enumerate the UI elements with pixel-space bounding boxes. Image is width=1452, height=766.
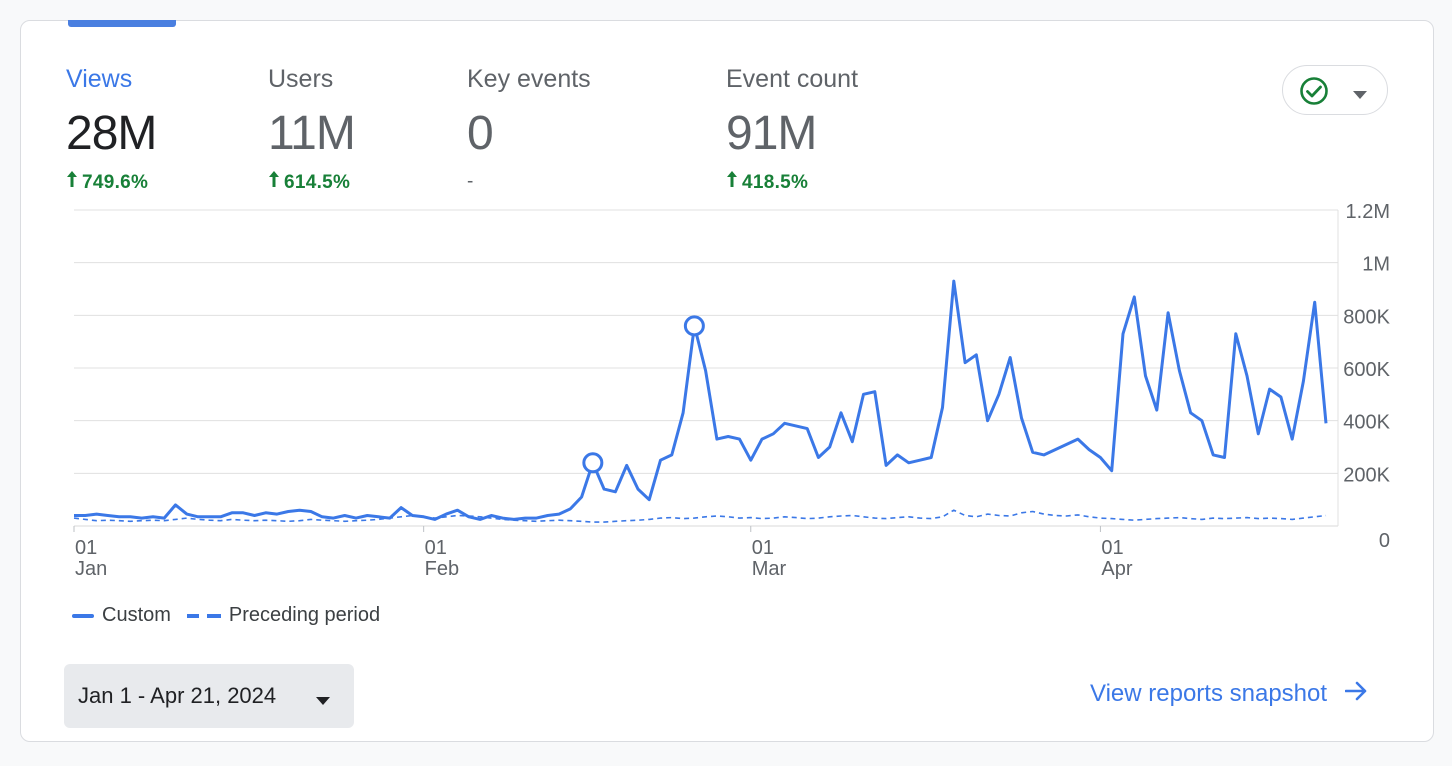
series-line-custom xyxy=(74,279,1328,521)
x-tick-day: 01 xyxy=(75,537,97,559)
metric-value: 11M xyxy=(268,107,356,160)
legend-swatch-dashed xyxy=(186,613,221,618)
metric-change: 614.5% xyxy=(268,170,355,195)
y-tick-label: 600K xyxy=(1343,359,1390,381)
y-tick-label: 400K xyxy=(1343,412,1390,434)
caret-down-icon xyxy=(1353,86,1367,104)
annotation-marker xyxy=(683,315,705,337)
snapshot-link-label: View reports snapshot xyxy=(1090,680,1328,707)
data-quality-dropdown[interactable] xyxy=(1282,65,1388,115)
metric-tab-key-events[interactable]: Key events 0 - xyxy=(467,64,591,194)
metric-change: - xyxy=(467,171,474,192)
view-reports-snapshot-link[interactable]: View reports snapshot xyxy=(1090,680,1367,708)
x-tick-day: 01 xyxy=(752,537,774,559)
metric-tab-views[interactable]: Views 28M 749.6% xyxy=(66,64,157,195)
y-tick-label: 1.2M xyxy=(1346,201,1390,223)
metric-value: 28M xyxy=(66,107,157,160)
active-tab-indicator xyxy=(68,20,176,27)
chart-markers xyxy=(582,315,705,474)
metric-tab-users[interactable]: Users 11M 614.5% xyxy=(268,64,356,195)
y-tick-label: 0 xyxy=(1379,530,1390,552)
legend-swatch-solid xyxy=(72,613,94,618)
date-range-dropdown[interactable]: Jan 1 - Apr 21, 2024 xyxy=(64,664,354,728)
metric-tab-event-count[interactable]: Event count 91M 418.5% xyxy=(726,64,858,195)
x-tick-day: 01 xyxy=(425,537,447,559)
x-tick-month: Jan xyxy=(75,558,107,580)
metric-value: 0 xyxy=(467,107,494,160)
check-circle-icon xyxy=(1299,76,1329,111)
metric-value: 91M xyxy=(726,107,817,160)
y-axis-tick-labels: 0 200K 400K 600K 800K 1M 1.2M xyxy=(1343,201,1390,552)
chart-legend: Custom Preceding period xyxy=(72,604,380,627)
arrow-up-icon xyxy=(268,170,280,195)
arrow-up-icon xyxy=(726,170,738,195)
arrow-up-icon xyxy=(66,170,78,195)
x-tick-month: Apr xyxy=(1101,558,1132,580)
legend-label-current: Custom xyxy=(102,604,171,626)
chart-gridlines xyxy=(74,209,1339,527)
x-tick-month: Feb xyxy=(425,558,459,580)
metric-label: Key events xyxy=(467,65,591,93)
y-tick-label: 800K xyxy=(1343,306,1390,328)
chart-series xyxy=(73,279,1328,523)
y-tick-label: 1M xyxy=(1362,254,1390,276)
caret-down-icon xyxy=(316,692,330,710)
metric-label: Views xyxy=(66,65,133,93)
x-tick-day: 01 xyxy=(1101,537,1123,559)
metric-change: 418.5% xyxy=(726,170,858,195)
metric-label: Users xyxy=(268,65,334,93)
arrow-right-icon xyxy=(1344,680,1367,708)
y-tick-label: 200K xyxy=(1343,464,1390,486)
series-line-preceding-period xyxy=(73,509,1327,523)
metric-change-value: 749.6% xyxy=(82,172,149,193)
date-range-label: Jan 1 - Apr 21, 2024 xyxy=(78,683,277,708)
overview-card xyxy=(20,20,1434,742)
metric-label: Event count xyxy=(726,65,859,93)
annotation-marker xyxy=(582,452,604,474)
x-tick-month: Mar xyxy=(752,558,787,580)
metric-change-value: 614.5% xyxy=(284,172,351,193)
legend-label-previous: Preceding period xyxy=(228,604,381,626)
metric-change-value: 418.5% xyxy=(742,172,809,193)
metric-change: 749.6% xyxy=(66,170,156,195)
